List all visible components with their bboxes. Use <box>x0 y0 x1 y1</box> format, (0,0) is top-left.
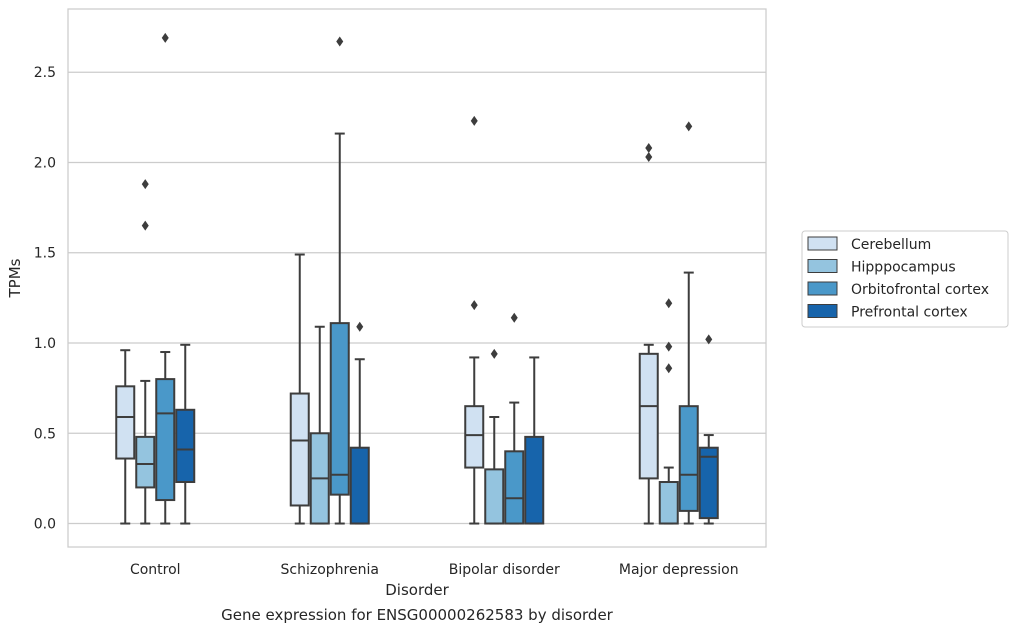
y-axis-ticks: 0.0 0.5 1.0 1.5 2.0 2.5 <box>34 65 56 532</box>
x-axis-label: Disorder <box>385 581 449 599</box>
legend-label-hipppocampus: Hipppocampus <box>851 260 956 276</box>
chart-caption: Gene expression for ENSG00000262583 by d… <box>221 606 613 624</box>
box-body <box>155 378 176 502</box>
box-control-prefrontal-cortex <box>175 343 196 525</box>
box-body <box>658 481 679 525</box>
outlier-point <box>685 121 693 132</box>
box-schizophrenia-orbitofrontal-cortex <box>329 36 350 525</box>
box-body <box>115 385 136 460</box>
outlier-point <box>665 298 673 309</box>
box-major-depression-hipppocampus <box>658 298 679 525</box>
y-tick-label: 2.0 <box>34 155 56 171</box>
outlier-point <box>645 152 653 163</box>
x-tick-label: Major depression <box>619 562 739 578</box>
box-major-depression-cerebellum <box>638 143 659 525</box>
outlier-point <box>141 179 149 190</box>
legend-swatch-orbitofrontal-cortex <box>807 281 838 296</box>
box-major-depression-orbitofrontal-cortex <box>678 121 699 525</box>
box-bipolar-disorder-hipppocampus <box>484 348 505 525</box>
plot-frame <box>67 8 767 548</box>
box-body <box>175 408 196 484</box>
y-tick-label: 0.0 <box>34 517 56 533</box>
outlier-point <box>665 341 673 352</box>
box-body <box>349 446 370 525</box>
plot-boxes <box>115 32 719 525</box>
outlier-point <box>141 220 149 231</box>
box-bipolar-disorder-cerebellum <box>464 115 485 525</box>
legend-swatch-prefrontal-cortex <box>807 304 838 318</box>
box-body <box>329 322 350 496</box>
box-control-cerebellum <box>115 349 136 525</box>
outlier-point <box>336 36 344 47</box>
box-body <box>484 468 505 525</box>
x-axis-ticks: Control Schizophrenia Bipolar disorder Majo… <box>130 562 739 578</box>
box-schizophrenia-cerebellum <box>289 253 310 525</box>
y-tick-label: 0.5 <box>34 426 56 442</box>
y-tick-label: 1.5 <box>34 246 56 262</box>
outlier-point <box>665 363 673 374</box>
box-body <box>135 435 156 489</box>
y-tick-label: 2.5 <box>34 65 56 81</box>
legend: Cerebellum Hipppocampus Orbitofrontal cort… <box>801 230 1009 328</box>
box-bipolar-disorder-prefrontal-cortex <box>524 356 545 525</box>
outlier-point <box>510 312 518 323</box>
outlier-point <box>705 334 713 345</box>
legend-swatch-cerebellum <box>807 236 838 251</box>
box-body <box>504 450 525 525</box>
outlier-point <box>645 143 653 154</box>
box-schizophrenia-hipppocampus <box>309 325 330 525</box>
outlier-point <box>470 115 478 126</box>
outlier-point <box>356 321 364 332</box>
box-body <box>524 435 545 525</box>
outlier-point <box>490 348 498 359</box>
y-tick-label: 1.0 <box>34 336 56 352</box>
outlier-point <box>470 300 478 311</box>
y-axis-label: TPMs <box>6 258 24 298</box>
box-schizophrenia-prefrontal-cortex <box>349 321 370 525</box>
outlier-point <box>161 32 169 43</box>
x-tick-label: Schizophrenia <box>281 562 379 578</box>
x-tick-label: Bipolar disorder <box>449 562 560 578</box>
box-body <box>464 405 485 469</box>
box-major-depression-prefrontal-cortex <box>698 334 719 525</box>
box-body <box>638 352 659 480</box>
box-control-orbitofrontal-cortex <box>155 32 176 525</box>
legend-label-cerebellum: Cerebellum <box>851 237 931 253</box>
box-body <box>678 405 699 512</box>
legend-frame <box>801 230 1009 328</box>
x-tick-label: Control <box>130 562 181 578</box>
legend-label-prefrontal-cortex: Prefrontal cortex <box>851 305 968 321</box>
box-control-hipppocampus <box>135 179 156 525</box>
legend-swatch-hipppocampus <box>807 259 838 273</box>
box-body <box>698 446 719 520</box>
legend-label-orbitofrontal-cortex: Orbitofrontal cortex <box>851 282 989 298</box>
box-body <box>289 392 310 507</box>
box-bipolar-disorder-orbitofrontal-cortex <box>504 312 525 525</box>
